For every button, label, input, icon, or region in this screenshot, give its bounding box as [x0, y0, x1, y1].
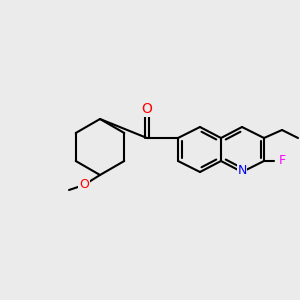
- Text: N: N: [237, 164, 247, 176]
- Text: F: F: [278, 154, 286, 167]
- Text: O: O: [142, 102, 152, 116]
- Text: O: O: [79, 178, 89, 191]
